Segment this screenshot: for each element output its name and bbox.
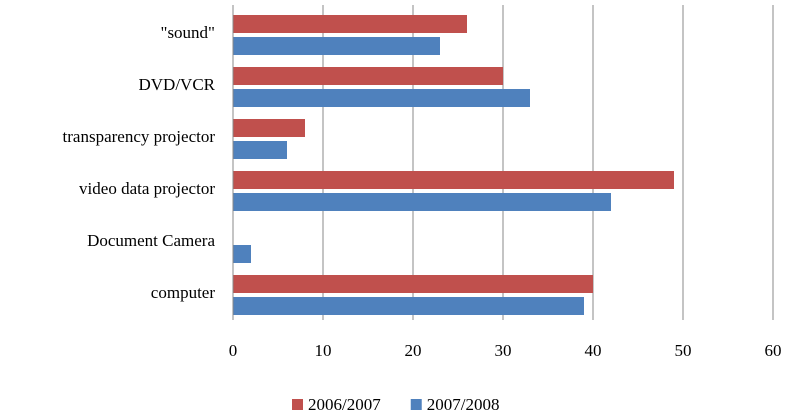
x-tick-label: 0 xyxy=(229,341,238,360)
bar xyxy=(233,171,674,189)
legend-swatch xyxy=(292,399,303,410)
x-tick-label: 20 xyxy=(405,341,422,360)
legend-swatch xyxy=(410,399,422,410)
bar xyxy=(233,193,611,211)
x-tick-label: 30 xyxy=(495,341,512,360)
x-tick-label: 60 xyxy=(765,341,782,360)
bar xyxy=(233,119,305,137)
y-tick-label: video data projector xyxy=(79,179,215,198)
bar xyxy=(233,297,584,315)
legend-label: 2007/2008 xyxy=(427,395,500,414)
x-tick-label: 40 xyxy=(585,341,602,360)
y-tick-label: Document Camera xyxy=(87,231,215,250)
y-tick-label: DVD/VCR xyxy=(138,75,215,94)
x-tick-label: 10 xyxy=(315,341,332,360)
bar xyxy=(233,15,467,33)
legend-label: 2006/2007 xyxy=(308,395,381,414)
x-tick-label: 50 xyxy=(675,341,692,360)
y-tick-label: computer xyxy=(151,283,216,302)
y-tick-label: "sound" xyxy=(161,23,216,42)
bar xyxy=(233,275,593,293)
bar xyxy=(233,141,287,159)
bar xyxy=(233,37,440,55)
bar xyxy=(233,245,251,263)
bar xyxy=(233,67,503,85)
bar xyxy=(233,89,530,107)
y-tick-label: transparency projector xyxy=(63,127,216,146)
